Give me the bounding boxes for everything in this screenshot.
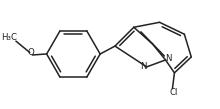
Text: N: N: [141, 62, 147, 71]
Text: O: O: [28, 48, 34, 57]
Text: N: N: [165, 54, 172, 63]
Text: Cl: Cl: [169, 88, 178, 97]
Text: H₃C: H₃C: [1, 33, 17, 42]
